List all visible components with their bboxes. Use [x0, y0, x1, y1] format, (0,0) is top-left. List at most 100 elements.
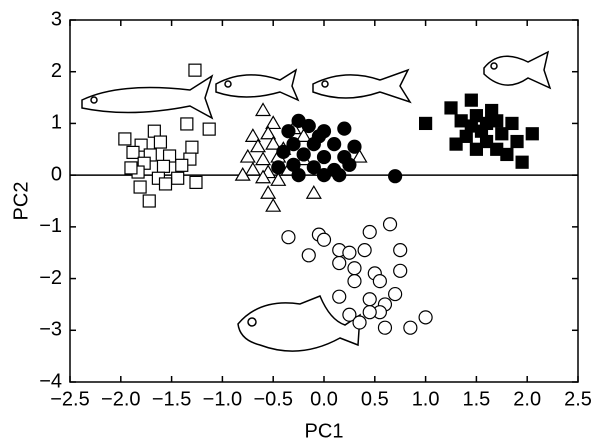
point	[260, 185, 277, 199]
point	[171, 171, 185, 185]
point	[351, 148, 368, 163]
x-tick-label: 1.0	[412, 388, 440, 410]
point	[124, 161, 138, 175]
point	[234, 166, 251, 181]
point	[479, 116, 494, 131]
point	[515, 155, 529, 169]
point	[265, 135, 282, 150]
point	[158, 177, 173, 191]
point	[244, 161, 261, 176]
point	[281, 230, 296, 245]
fish-eye	[90, 96, 98, 104]
x-tick-label: 2.5	[564, 388, 592, 410]
y-tick-label: −3	[39, 319, 62, 341]
point	[505, 116, 519, 131]
x-tick-label: −1.0	[203, 388, 242, 410]
fish-icon	[81, 74, 214, 120]
point	[362, 292, 377, 307]
y-tick-label: 1	[51, 112, 62, 134]
point	[449, 137, 463, 151]
point	[393, 243, 408, 258]
point	[175, 158, 189, 172]
point	[332, 255, 347, 271]
point	[464, 119, 478, 133]
point	[362, 305, 377, 320]
point	[342, 307, 357, 322]
point	[525, 127, 539, 141]
point	[265, 197, 282, 212]
point	[305, 185, 322, 199]
point	[332, 289, 347, 304]
x-tick-label: −2.5	[50, 388, 89, 410]
point	[316, 232, 332, 247]
point	[388, 286, 403, 302]
y-tick-label: −1	[39, 215, 62, 237]
x-tick-label: 1.5	[462, 388, 490, 410]
x-tick-label: 2.0	[513, 388, 541, 410]
point	[419, 116, 433, 131]
point	[418, 310, 433, 325]
x-axis-label: PC1	[305, 420, 344, 442]
fish-icon	[483, 50, 552, 90]
point	[142, 194, 156, 208]
point	[244, 128, 261, 142]
fish-icon	[312, 68, 412, 104]
point	[342, 245, 357, 260]
point	[316, 149, 332, 165]
x-tick-label: −1.5	[152, 388, 191, 410]
point	[362, 224, 377, 240]
x-tick-label: −0.5	[253, 388, 292, 410]
point	[118, 132, 132, 146]
point	[332, 168, 347, 183]
point	[180, 117, 194, 131]
point	[327, 137, 342, 152]
x-tick-label: 0.0	[310, 388, 338, 410]
point	[286, 137, 301, 152]
fish-icon	[237, 295, 361, 352]
point	[295, 128, 312, 142]
point	[254, 102, 272, 117]
point	[347, 274, 362, 289]
point	[281, 124, 296, 139]
point	[249, 138, 267, 153]
point	[188, 63, 202, 77]
point	[239, 148, 256, 163]
point	[510, 134, 524, 149]
point	[254, 169, 272, 184]
fish-icon	[215, 68, 300, 102]
point	[260, 125, 277, 140]
point	[147, 124, 161, 138]
point	[444, 101, 458, 115]
point	[393, 263, 408, 278]
y-axis-label: PC2	[10, 182, 32, 221]
point	[291, 168, 306, 183]
point	[270, 172, 287, 186]
fish-eye	[247, 317, 257, 327]
fish-eye	[490, 62, 498, 70]
fish-illustrations	[81, 50, 552, 352]
x-tick-label: 0.5	[361, 388, 389, 410]
point	[153, 135, 168, 149]
point	[464, 93, 478, 107]
point	[403, 320, 418, 335]
point	[500, 147, 514, 162]
point	[126, 145, 140, 159]
fish-eye	[321, 80, 329, 88]
point	[301, 248, 316, 263]
point	[388, 169, 403, 184]
point	[382, 217, 398, 232]
point	[311, 129, 327, 144]
point	[254, 151, 272, 166]
point	[133, 180, 147, 194]
point	[372, 274, 387, 289]
point	[271, 160, 286, 175]
x-tick-label: −2.0	[101, 388, 140, 410]
point	[189, 175, 203, 189]
point	[301, 118, 316, 134]
point	[377, 320, 393, 335]
point	[337, 121, 352, 136]
point	[306, 160, 321, 175]
point	[352, 315, 367, 330]
